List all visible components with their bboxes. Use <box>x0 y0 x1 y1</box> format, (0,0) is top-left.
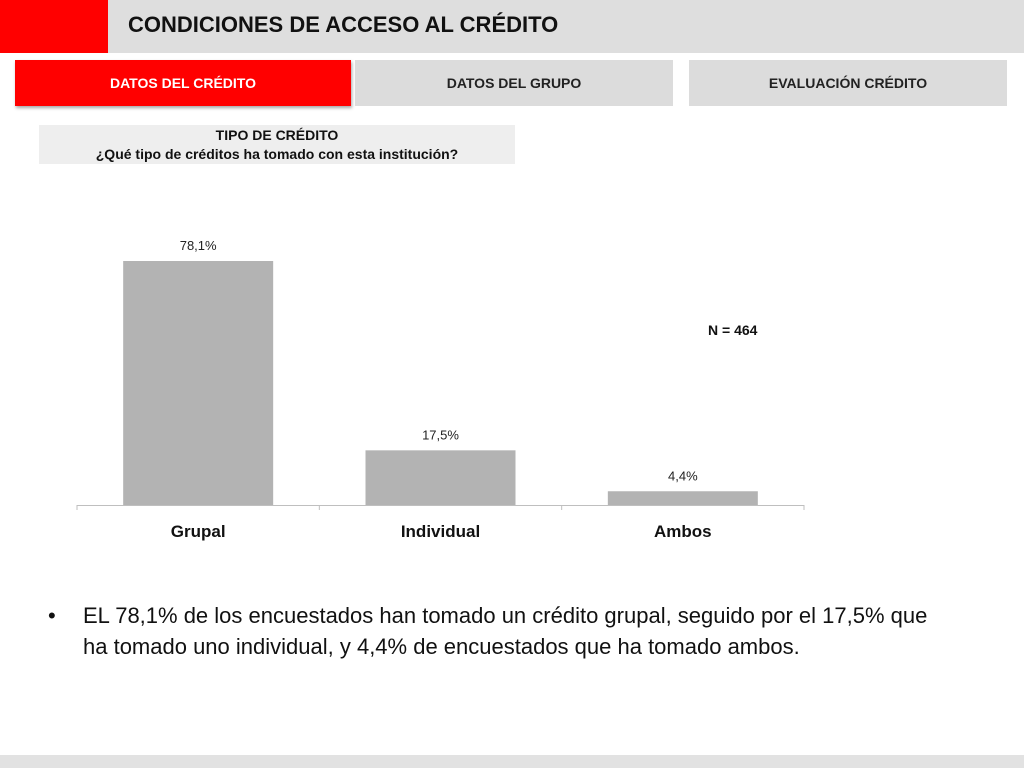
tab-label: EVALUACIÓN CRÉDITO <box>768 75 928 91</box>
tab-datos-del-credito[interactable]: DATOS DEL CRÉDITO <box>15 60 351 106</box>
page-title: CONDICIONES DE ACCESO AL CRÉDITO <box>128 12 559 37</box>
summary-text: EL 78,1% de los encuestados han tomado u… <box>83 603 928 659</box>
tab-datos-del-grupo[interactable]: DATOS DEL GRUPO <box>355 60 673 106</box>
x-tick-label: Grupal <box>171 522 226 541</box>
bar-ambos <box>607 491 758 505</box>
tab-label: DATOS DEL GRUPO <box>446 75 582 91</box>
question-title: TIPO DE CRÉDITO <box>215 127 339 143</box>
header-bar <box>0 0 1024 53</box>
x-tick-label: Individual <box>401 522 480 541</box>
bar-grupal <box>123 261 274 505</box>
question-text: ¿Qué tipo de créditos ha tomado con esta… <box>95 146 459 162</box>
data-label: 4,4% <box>668 468 698 483</box>
bullet-dot: • <box>48 603 56 628</box>
question-box: TIPO DE CRÉDITO ¿Qué tipo de créditos ha… <box>39 125 515 164</box>
footer-bar <box>0 755 1024 768</box>
header-accent-block <box>0 0 108 53</box>
data-label: 78,1% <box>180 238 217 253</box>
data-label: 17,5% <box>422 427 459 442</box>
x-tick-label: Ambos <box>654 522 712 541</box>
tab-evaluacion-credito[interactable]: EVALUACIÓN CRÉDITO <box>689 60 1007 106</box>
bar-chart: 78,1% Grupal 17,5% Individual 4,4% Ambos <box>76 238 805 541</box>
sample-size-label: N = 464 <box>708 322 758 338</box>
bar-individual <box>365 450 516 505</box>
tab-label: DATOS DEL CRÉDITO <box>110 75 256 91</box>
